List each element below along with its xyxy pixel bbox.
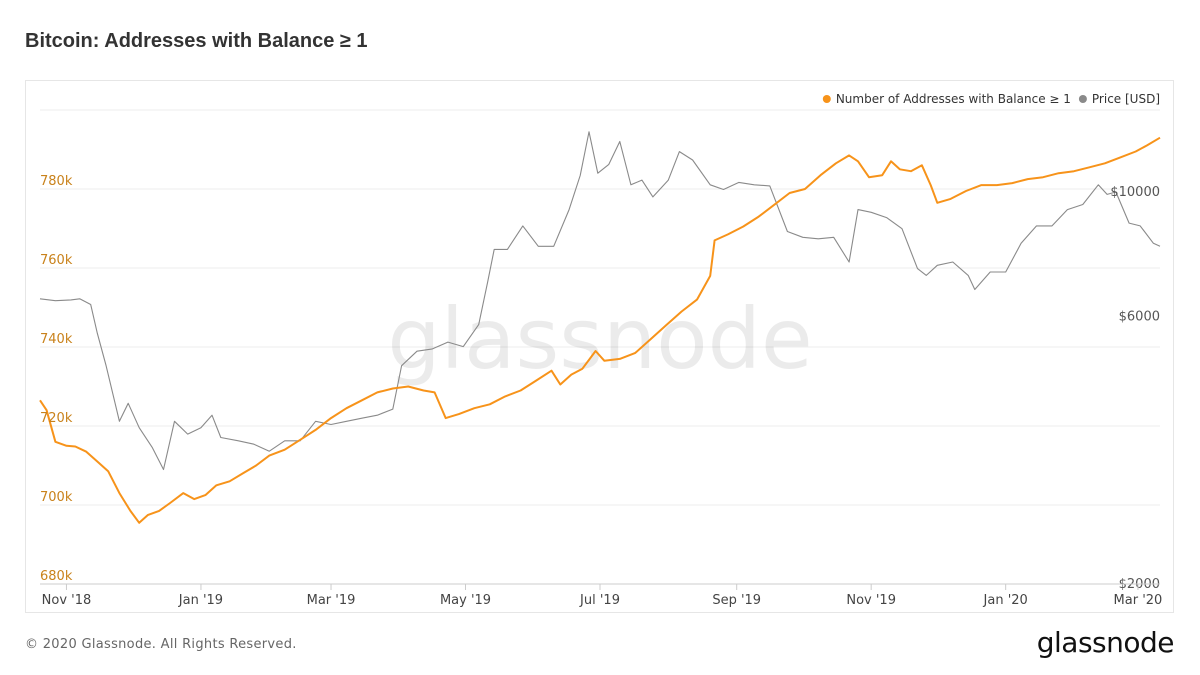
chart-frame <box>25 80 1174 613</box>
series-line-price <box>39 131 1161 471</box>
series-line-addresses <box>39 136 1161 524</box>
x-tick-label: Mar '19 <box>307 593 356 608</box>
y-left-tick-label: 700k <box>40 490 73 505</box>
y-right-tick-label: $10000 <box>1110 185 1160 200</box>
x-tick-label: Jan '20 <box>983 593 1028 608</box>
legend-label-price: Price [USD] <box>1092 92 1160 106</box>
y-left-tick-label: 720k <box>40 411 73 426</box>
x-tick-label: Sep '19 <box>712 593 761 608</box>
axis-layer: 680k700k720k740k760k780k$2000$6000$10000… <box>40 174 1162 608</box>
chart-title: Bitcoin: Addresses with Balance ≥ 1 <box>25 30 368 52</box>
y-right-tick-label: $6000 <box>1119 309 1160 324</box>
y-left-tick-label: 740k <box>40 332 73 347</box>
legend-label-addresses: Number of Addresses with Balance ≥ 1 <box>836 92 1071 106</box>
y-left-tick-label: 680k <box>40 569 73 584</box>
legend-marker-addresses <box>822 95 831 103</box>
x-tick-label: Mar '20 <box>1114 593 1163 608</box>
y-left-tick-label: 760k <box>40 253 73 268</box>
x-tick-label: Jan '19 <box>178 593 223 608</box>
x-tick-label: May '19 <box>440 593 491 608</box>
footer-copyright: © 2020 Glassnode. All Rights Reserved. <box>25 637 297 652</box>
y-left-tick-label: 780k <box>40 174 73 189</box>
x-tick-label: Nov '18 <box>42 593 92 608</box>
footer-logo[interactable]: glassnode <box>1036 626 1175 659</box>
legend-layer: Price [USD] Number of Addresses with Bala… <box>822 92 1160 106</box>
series-layer <box>39 131 1161 524</box>
x-tick-label: Jul '19 <box>579 593 620 608</box>
x-tick-label: Nov '19 <box>846 593 896 608</box>
watermark-glassnode: glassnode <box>387 290 812 388</box>
legend-marker-price <box>1078 95 1087 103</box>
